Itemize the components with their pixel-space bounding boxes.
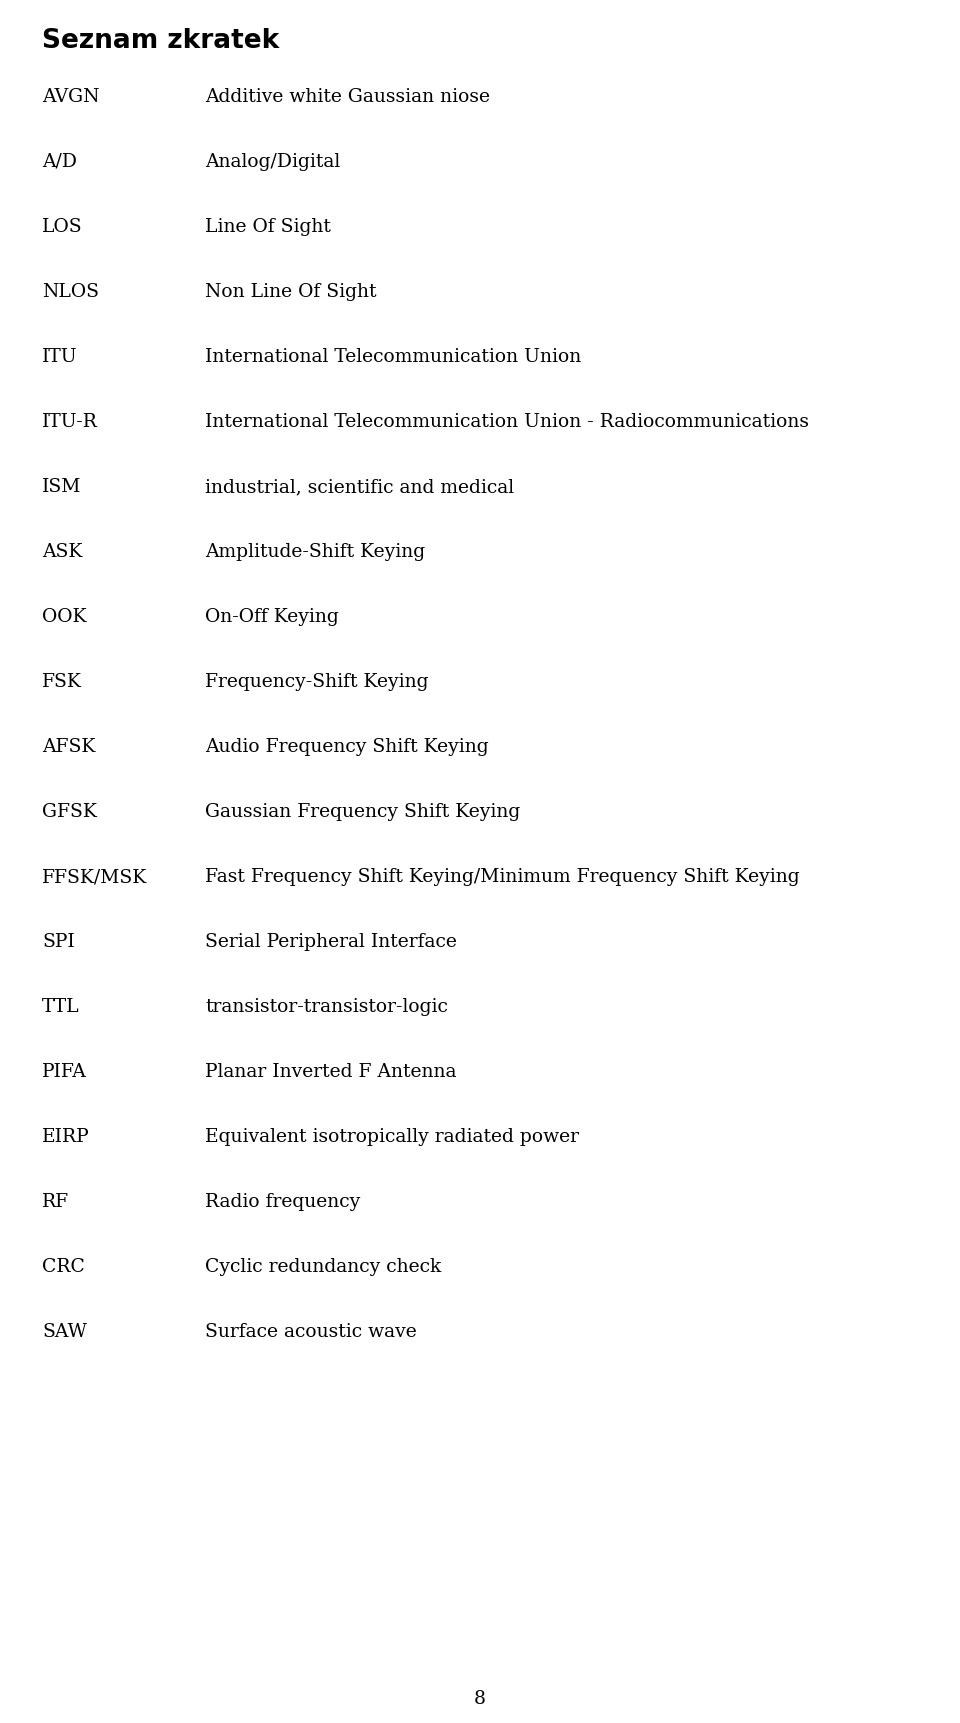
Text: AFSK: AFSK <box>42 737 95 756</box>
Text: Analog/Digital: Analog/Digital <box>205 153 340 171</box>
Text: FSK: FSK <box>42 674 82 691</box>
Text: A/D: A/D <box>42 153 77 171</box>
Text: FFSK/MSK: FFSK/MSK <box>42 868 147 886</box>
Text: AVGN: AVGN <box>42 88 100 107</box>
Text: industrial, scientific and medical: industrial, scientific and medical <box>205 477 515 496</box>
Text: ITU: ITU <box>42 348 78 365</box>
Text: TTL: TTL <box>42 998 80 1017</box>
Text: ISM: ISM <box>42 477 82 496</box>
Text: Cyclic redundancy check: Cyclic redundancy check <box>205 1258 442 1277</box>
Text: LOS: LOS <box>42 219 83 236</box>
Text: Radio frequency: Radio frequency <box>205 1192 360 1211</box>
Text: Frequency-Shift Keying: Frequency-Shift Keying <box>205 674 428 691</box>
Text: 8: 8 <box>474 1690 486 1707</box>
Text: OOK: OOK <box>42 608 86 625</box>
Text: Seznam zkratek: Seznam zkratek <box>42 28 279 53</box>
Text: SAW: SAW <box>42 1323 86 1340</box>
Text: ITU-R: ITU-R <box>42 414 98 431</box>
Text: Line Of Sight: Line Of Sight <box>205 219 331 236</box>
Text: Amplitude-Shift Keying: Amplitude-Shift Keying <box>205 543 425 562</box>
Text: RF: RF <box>42 1192 69 1211</box>
Text: EIRP: EIRP <box>42 1129 89 1146</box>
Text: PIFA: PIFA <box>42 1063 86 1080</box>
Text: Additive white Gaussian niose: Additive white Gaussian niose <box>205 88 490 107</box>
Text: Non Line Of Sight: Non Line Of Sight <box>205 283 376 302</box>
Text: transistor-transistor-logic: transistor-transistor-logic <box>205 998 448 1017</box>
Text: Planar Inverted F Antenna: Planar Inverted F Antenna <box>205 1063 457 1080</box>
Text: On-Off Keying: On-Off Keying <box>205 608 339 625</box>
Text: Audio Frequency Shift Keying: Audio Frequency Shift Keying <box>205 737 489 756</box>
Text: GFSK: GFSK <box>42 803 97 820</box>
Text: Serial Peripheral Interface: Serial Peripheral Interface <box>205 932 457 951</box>
Text: NLOS: NLOS <box>42 283 99 302</box>
Text: Gaussian Frequency Shift Keying: Gaussian Frequency Shift Keying <box>205 803 520 820</box>
Text: International Telecommunication Union: International Telecommunication Union <box>205 348 581 365</box>
Text: Fast Frequency Shift Keying/Minimum Frequency Shift Keying: Fast Frequency Shift Keying/Minimum Freq… <box>205 868 800 886</box>
Text: Surface acoustic wave: Surface acoustic wave <box>205 1323 417 1340</box>
Text: Equivalent isotropically radiated power: Equivalent isotropically radiated power <box>205 1129 579 1146</box>
Text: CRC: CRC <box>42 1258 84 1277</box>
Text: International Telecommunication Union - Radiocommunications: International Telecommunication Union - … <box>205 414 809 431</box>
Text: ASK: ASK <box>42 543 83 562</box>
Text: SPI: SPI <box>42 932 75 951</box>
